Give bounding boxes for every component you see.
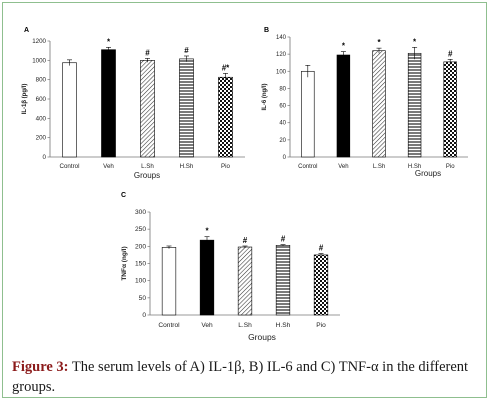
panel-c-category-label: Pio [316, 322, 326, 329]
panel-a-ytick-label: 600 [36, 96, 47, 103]
panel-c-significance-mark: * [205, 227, 209, 236]
panel-a-bar-lsh [140, 60, 155, 158]
panel-c-x-axis-label: Groups [248, 332, 276, 342]
panel-c-ytick-label: 200 [135, 243, 146, 250]
panel-a-significance-mark: # [145, 48, 150, 57]
panel-a-ytick-label: 1200 [32, 38, 46, 45]
panel-a-ytick-label: 1000 [32, 57, 46, 64]
figure-caption-text: The serum levels of A) IL-1β, B) IL-6 an… [12, 359, 469, 395]
panel-a-significance-mark: * [107, 37, 111, 46]
panel-c-category-label: H.Sh [276, 322, 291, 329]
panel-c-ytick-label: 300 [135, 209, 146, 216]
panel-a-ytick-label: 200 [36, 135, 47, 142]
panel-a-ytick-label: 0 [43, 154, 47, 161]
figure-label: Figure 3: [12, 359, 69, 375]
panel-b-bar-control [301, 70, 315, 158]
panel-b-y-axis-label: IL-6 (ng/l) [262, 84, 268, 111]
panel-b-ytick-label: 120 [276, 52, 287, 58]
panel-c-bar-hsh [275, 245, 291, 316]
panel-b-significance-mark: * [342, 42, 346, 51]
panel-c-ytick-label: 250 [135, 226, 146, 233]
panel-c-ytick-label: 100 [135, 278, 146, 285]
panel-c-label: C [121, 192, 126, 199]
panel-a-category-label: L.Sh [141, 163, 154, 170]
panel-b-category-label: Veh [338, 164, 348, 170]
panel-a-bar-pio [218, 76, 233, 158]
panel-b-ytick-label: 80 [279, 86, 286, 92]
panel-b-ytick-label: 140 [276, 35, 287, 41]
panel-c-bar-lsh [237, 246, 253, 316]
panel-c-category-label: Veh [201, 322, 213, 329]
panel-a-category-label: H.Sh [180, 163, 194, 170]
panel-a-bar-hsh [179, 58, 194, 158]
figure-frame [2, 2, 487, 398]
panel-b-category-label: L.Sh [373, 164, 385, 170]
panel-c-significance-mark: # [281, 235, 286, 244]
panel-b-bar-lsh [372, 50, 386, 158]
panel-c-significance-mark: # [319, 244, 324, 253]
panel-a-label: A [24, 27, 29, 34]
panel-c-category-label: Control [158, 322, 180, 329]
panel-c-significance-mark: # [243, 236, 248, 245]
panel-a-significance-mark: # [184, 46, 189, 55]
panel-c-ytick-label: 50 [139, 295, 147, 302]
panel-b-ytick-label: 60 [279, 104, 286, 110]
panel-a-significance-mark: #* [222, 63, 230, 72]
panel-b-category-label: Control [298, 164, 317, 170]
panel-c-bar-veh [199, 239, 215, 316]
panel-b-category-label: H.Sh [408, 164, 421, 170]
panel-a-category-label: Veh [103, 163, 114, 170]
panel-b-significance-mark: * [377, 38, 381, 47]
panel-a-category-label: Pio [221, 163, 231, 170]
panel-b-ytick-label: 100 [276, 69, 287, 75]
figure-caption: Figure 3: The serum levels of A) IL-1β, … [12, 357, 480, 397]
panel-a-ytick-label: 400 [36, 115, 47, 122]
panel-b-ytick-label: 0 [283, 155, 287, 161]
panel-b-bar-veh [336, 54, 351, 158]
panel-c-y-axis-label: TNFα (ng/l) [121, 246, 128, 280]
panel-a-bar-veh [101, 49, 116, 158]
panel-a-x-axis-label: Groups [134, 171, 160, 180]
panel-b-bar-hsh [407, 52, 422, 158]
panel-b-significance-mark: # [448, 49, 453, 58]
panel-c-ytick-label: 150 [135, 261, 146, 268]
panel-a-category-label: Control [60, 163, 80, 170]
panel-a-y-axis-label: IL-1β (pg/l) [22, 84, 28, 115]
panel-a-ytick-label: 800 [36, 77, 47, 84]
panel-b-label: B [264, 27, 269, 34]
panel-a-bar-control [62, 62, 77, 158]
panel-c-bar-pio [313, 254, 329, 316]
panel-b-bar-pio [443, 61, 457, 158]
panel-b-ytick-label: 20 [279, 138, 286, 144]
panel-c-bar-control [161, 247, 177, 316]
panel-b-significance-mark: * [413, 37, 417, 46]
panel-b-ytick-label: 40 [279, 121, 286, 127]
panel-c-category-label: L.Sh [238, 322, 252, 329]
panel-b-category-label: Pio [446, 164, 455, 170]
panel-b-x-axis-label: Groups [415, 169, 441, 178]
panel-c-ytick-label: 0 [142, 312, 146, 319]
